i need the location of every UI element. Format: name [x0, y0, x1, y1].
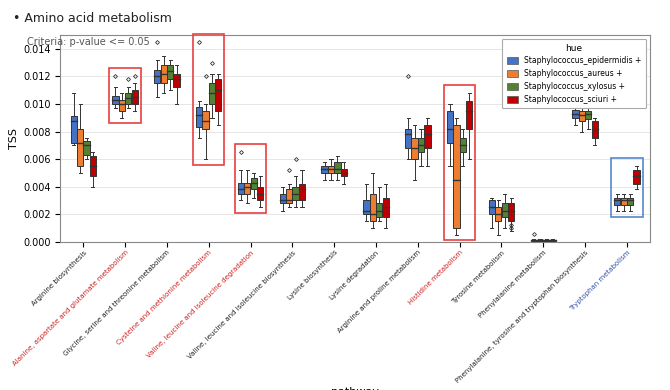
Bar [193, 34, 224, 165]
Bar [627, 198, 633, 205]
Bar [83, 141, 90, 155]
Bar [279, 193, 286, 203]
Y-axis label: TSS: TSS [9, 128, 19, 149]
Bar [418, 138, 424, 152]
Bar [531, 240, 537, 241]
Bar [537, 240, 543, 241]
Bar [502, 203, 508, 217]
Bar [585, 111, 592, 119]
Bar [90, 156, 96, 176]
Bar [293, 187, 299, 200]
Bar [70, 116, 77, 143]
Bar [286, 190, 292, 203]
Bar [215, 79, 222, 111]
Bar [245, 183, 251, 193]
Text: Criteria: p-value <= 0.05: Criteria: p-value <= 0.05 [27, 37, 149, 47]
Bar [77, 129, 83, 166]
Bar [328, 166, 334, 173]
Bar [119, 100, 125, 111]
Bar [405, 129, 411, 148]
Bar [161, 66, 167, 83]
Bar [174, 74, 180, 87]
Bar [466, 101, 472, 129]
Bar [209, 83, 215, 104]
Bar [508, 203, 514, 221]
Bar [620, 198, 627, 205]
Bar [633, 170, 640, 184]
Bar [235, 144, 266, 213]
Bar [572, 110, 579, 118]
Bar [125, 93, 131, 104]
Bar [447, 111, 453, 143]
Bar [363, 200, 370, 214]
Bar [202, 111, 208, 129]
Bar [257, 187, 263, 200]
Bar [196, 107, 202, 128]
Bar [454, 125, 460, 228]
Bar [592, 121, 598, 138]
Bar [383, 198, 389, 217]
Bar [370, 193, 376, 221]
Bar [611, 158, 643, 217]
Legend: Staphylococcus_epidermidis +, Staphylococcus_aureus +, Staphylococcus_xylosus +,: Staphylococcus_epidermidis +, Staphyloco… [502, 39, 646, 108]
Bar [299, 184, 305, 200]
Bar [444, 85, 475, 240]
Bar [154, 69, 160, 83]
Bar [334, 162, 340, 173]
Bar [238, 183, 244, 193]
Bar [167, 66, 174, 79]
Bar [579, 111, 585, 121]
Bar [614, 198, 620, 205]
Bar [340, 169, 347, 176]
Bar [488, 200, 495, 214]
Bar [424, 125, 431, 148]
X-axis label: pathway: pathway [331, 387, 379, 390]
Bar [411, 138, 417, 159]
Bar [113, 96, 119, 104]
Bar [109, 68, 141, 123]
Bar [495, 207, 501, 221]
Bar [251, 178, 257, 190]
Bar [550, 240, 556, 241]
Bar [131, 90, 138, 104]
Bar [543, 240, 549, 241]
Text: • Amino acid metabolism: • Amino acid metabolism [13, 12, 172, 25]
Bar [376, 203, 383, 217]
Bar [322, 166, 328, 173]
Bar [460, 138, 466, 152]
